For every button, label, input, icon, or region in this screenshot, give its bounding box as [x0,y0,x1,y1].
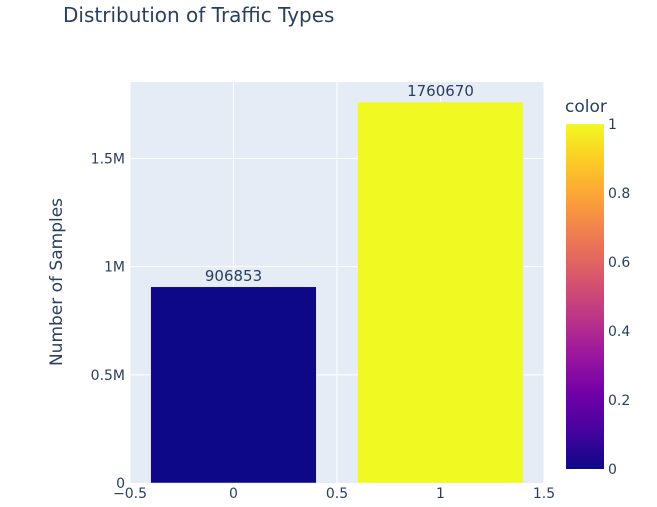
x-tick-label: 0.5 [326,486,348,502]
colorbar [566,124,604,469]
data-label-0: 906853 [205,267,262,285]
y-axis-ticks: 0 0.5M 1M 1.5M [91,151,125,492]
chart-title: Distribution of Traffic Types [63,3,334,27]
x-tick-label: 0 [229,486,238,502]
colorbar-tick-label: 0 [608,462,617,478]
colorbar-ticks: 0 0.2 0.4 0.6 0.8 1 [608,117,630,478]
x-tick-label: 1.5 [533,486,555,502]
y-axis-label: Number of Samples [47,198,67,366]
colorbar-tick-label: 0.6 [608,255,630,271]
bar-1[interactable] [357,101,524,484]
colorbar-tick-label: 1 [608,117,617,133]
data-labels-layer: 906853 1760670 [205,82,474,285]
data-label-1: 1760670 [407,82,474,100]
colorbar-title: color [565,97,607,117]
x-tick-label: −0.5 [113,486,147,502]
colorbar-tick-label: 0.2 [608,393,630,409]
bar-0[interactable] [150,286,317,484]
bars-layer [150,101,524,484]
colorbar-tick-label: 0.8 [608,186,630,202]
y-tick-label: 1M [104,260,125,276]
y-tick-label: 0.5M [91,368,125,384]
y-tick-label: 1.5M [91,151,125,167]
y-tick-label: 0 [116,476,125,492]
x-tick-label: 1 [436,486,445,502]
colorbar-tick-label: 0.4 [608,324,630,340]
x-axis-ticks: −0.5 0 0.5 1 1.5 [113,486,555,502]
